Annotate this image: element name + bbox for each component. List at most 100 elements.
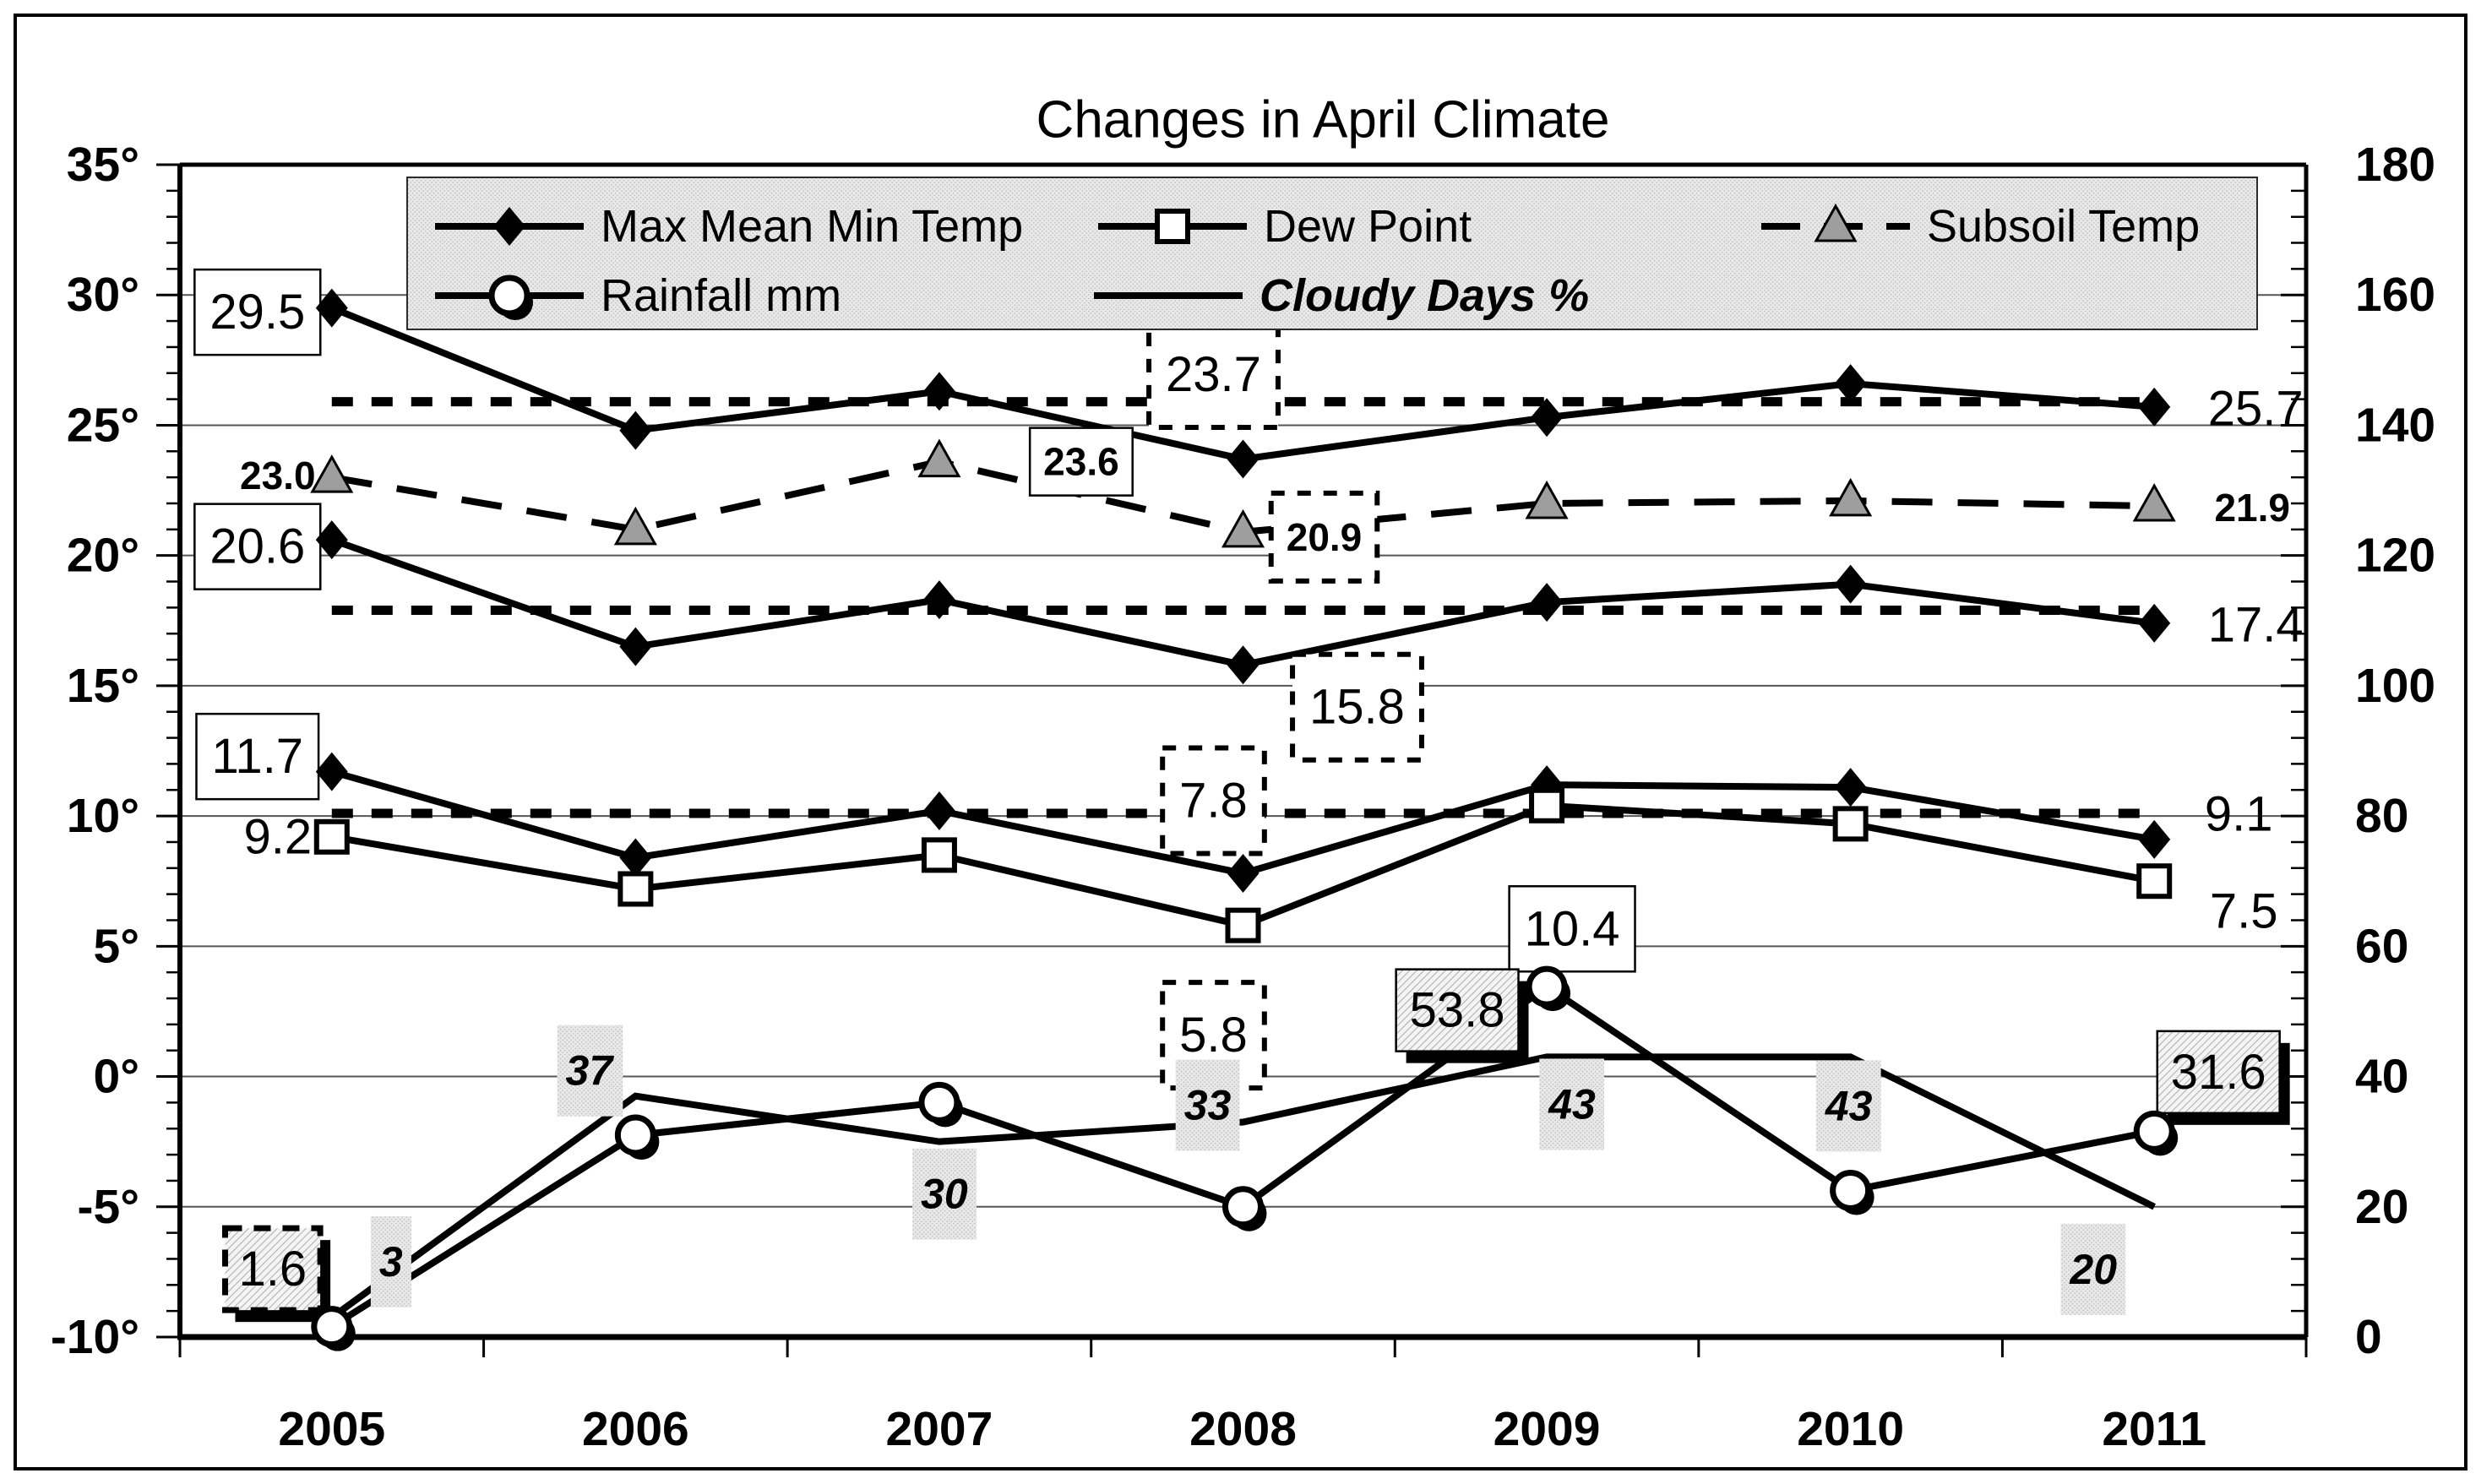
right-axis-tick-label: 20 xyxy=(2355,1180,2408,1234)
data-label-box xyxy=(1539,1058,1605,1150)
legend-item-label: Max Mean Min Temp xyxy=(601,201,1023,252)
data-label: 11.7 xyxy=(211,729,303,784)
diamond-marker xyxy=(1227,645,1260,685)
legend-item-rainfall-mm: Rainfall mm xyxy=(435,270,841,321)
data-label-box xyxy=(193,503,322,590)
diamond-marker xyxy=(2138,819,2171,859)
plot-border xyxy=(177,162,2309,1340)
legend-item-label: Cloudy Days % xyxy=(1260,270,1589,321)
diamond-marker xyxy=(1531,583,1564,622)
data-labels: 29.5 20.6 11.7 9.2 23.0 23.6 23.7 20.9 15.8 7.8 5.… xyxy=(193,268,2304,1323)
circle-marker xyxy=(1830,1170,1872,1211)
data-label: 1.6 xyxy=(238,1242,307,1296)
left-axis-tick-label: 30° xyxy=(67,268,139,322)
left-axis-tick-label: -5° xyxy=(78,1180,139,1234)
square-marker xyxy=(618,871,654,907)
x-axis-year-label: 2011 xyxy=(2102,1402,2206,1456)
legend-item-dew-point: Dew Point xyxy=(1098,201,1472,252)
left-axis-tick-label: -10° xyxy=(51,1310,139,1364)
data-label: 10.4 xyxy=(1525,901,1620,956)
data-label: 29.5 xyxy=(209,285,305,340)
diamond-marker xyxy=(619,838,652,878)
circle-marker xyxy=(918,1081,960,1123)
axis-ticks xyxy=(156,163,2308,1357)
data-label-box xyxy=(912,1148,977,1240)
triangle-marker xyxy=(1221,508,1265,548)
data-label: 23.7 xyxy=(1166,347,1261,402)
data-label-box xyxy=(1028,427,1134,497)
data-label: 31.6 xyxy=(2171,1045,2266,1100)
circle-marker xyxy=(1222,1186,1264,1228)
diamond-marker xyxy=(1834,564,1867,604)
square-marker xyxy=(1832,806,1869,842)
data-label-box xyxy=(1160,745,1267,856)
triangle-marker xyxy=(917,438,961,478)
data-label-box xyxy=(2060,1223,2126,1315)
left-axis-tick-label: 20° xyxy=(67,529,139,583)
square-marker xyxy=(313,818,350,855)
data-label-box xyxy=(195,712,320,801)
right-axis-tick-label: 120 xyxy=(2355,529,2435,583)
data-label-box xyxy=(193,268,322,356)
diamond-marker xyxy=(315,520,348,560)
diamond-marker xyxy=(2138,387,2171,427)
square-marker xyxy=(1529,787,1565,824)
triangle-marker xyxy=(310,454,354,493)
legend-item-label: Rainfall mm xyxy=(601,270,841,321)
left-axis-tick-label: 10° xyxy=(67,789,139,843)
diamond-marker xyxy=(2138,603,2171,643)
series-line-cloudy-days- xyxy=(329,1053,2156,1321)
data-label: 33 xyxy=(1184,1082,1232,1129)
triangle-marker xyxy=(613,506,657,546)
data-label: 7.5 xyxy=(2210,884,2278,939)
circle-marker xyxy=(2133,1110,2175,1152)
left-axis-tick-label: 35° xyxy=(67,138,139,192)
diamond-marker xyxy=(493,207,525,246)
x-axis-year-label: 2007 xyxy=(886,1402,993,1456)
data-label-box xyxy=(1815,1060,1881,1152)
data-label: 3 xyxy=(379,1238,403,1286)
series-markers-rainfall-mm xyxy=(311,965,2179,1351)
data-label-box xyxy=(557,1025,623,1117)
circle-marker xyxy=(614,1114,656,1156)
square-marker xyxy=(2136,863,2173,900)
data-label: 23.6 xyxy=(1043,440,1119,484)
legend-item-max-mean-min-temp: Max Mean Min Temp xyxy=(435,201,1023,252)
x-axis-year-label: 2005 xyxy=(278,1402,385,1456)
data-label: 7.8 xyxy=(1179,773,1248,828)
diamond-marker xyxy=(315,752,348,791)
right-axis-tick-label: 60 xyxy=(2355,919,2408,973)
x-axis-year-label: 2006 xyxy=(582,1402,689,1456)
right-axis-tick-label: 0 xyxy=(2355,1310,2382,1364)
square-marker xyxy=(1225,907,1261,943)
series-markers-min-temp xyxy=(315,752,2171,893)
data-label: 9.1 xyxy=(2205,786,2273,841)
left-axis-tick-label: 0° xyxy=(94,1050,140,1104)
data-label: 37 xyxy=(566,1047,615,1095)
diamond-marker xyxy=(1531,398,1564,438)
circle-marker xyxy=(1526,965,1568,1008)
square-marker xyxy=(921,837,957,873)
left-axis-tick-label: 25° xyxy=(67,398,139,452)
diamond-marker xyxy=(315,288,348,328)
series-markers xyxy=(310,288,2179,1351)
right-axis-tick-label: 160 xyxy=(2355,268,2435,322)
legend: Max Mean Min Temp Dew Point Subsoil Temp Ra… xyxy=(406,177,2258,330)
data-label-box xyxy=(1395,968,1520,1052)
data-label: 43 xyxy=(1825,1082,1873,1129)
data-label: 9.2 xyxy=(243,809,312,864)
legend-item-subsoil-temp: Subsoil Temp xyxy=(1761,201,2200,252)
diamond-marker xyxy=(922,580,955,620)
diamond-marker xyxy=(922,791,955,830)
data-label-box xyxy=(1268,490,1380,584)
legend-box xyxy=(406,177,2258,330)
right-axis-tick-label: 40 xyxy=(2355,1050,2408,1104)
figure-border xyxy=(14,14,2467,1470)
data-label: 20.6 xyxy=(209,519,305,574)
gridlines xyxy=(180,294,2306,1208)
left-axis-tick-label: 5° xyxy=(94,919,140,973)
data-label: 20 xyxy=(2069,1246,2117,1293)
series-markers-max-temp xyxy=(315,288,2171,479)
data-label: 30 xyxy=(921,1171,968,1218)
